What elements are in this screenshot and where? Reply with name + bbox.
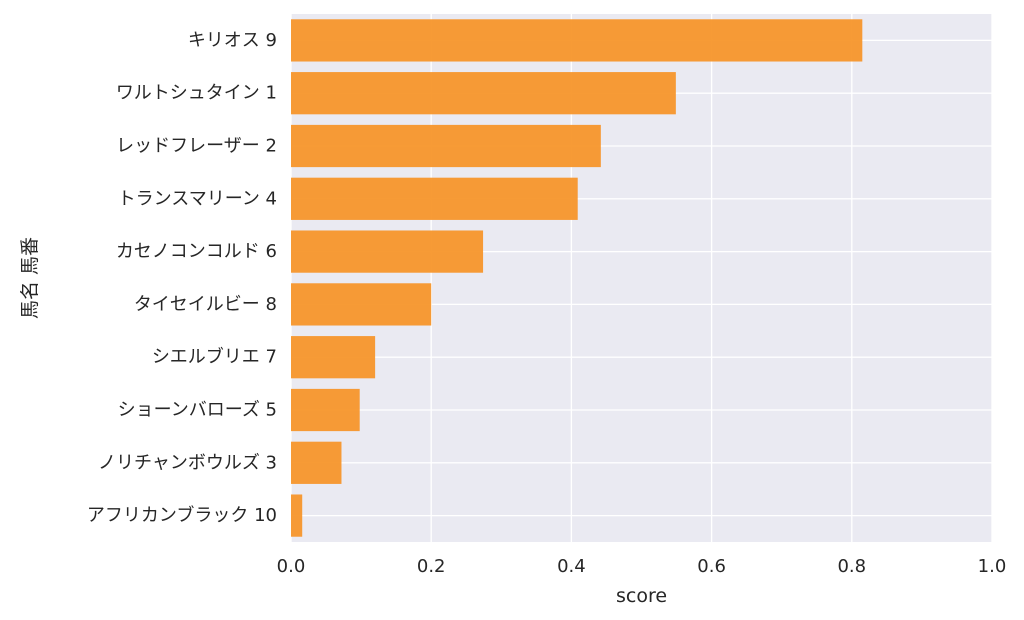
- x-tick-label: 0.6: [697, 556, 726, 577]
- bar: [291, 336, 376, 379]
- category-label: タイセイルビー 8: [134, 294, 277, 315]
- x-tick-label: 0.0: [277, 556, 306, 577]
- bar: [291, 283, 432, 326]
- category-label: ワルトシュタイン 1: [116, 83, 277, 104]
- bar: [291, 441, 342, 484]
- x-tick-label: 0.2: [417, 556, 446, 577]
- bar: [291, 19, 863, 62]
- category-label: アフリカンブラック 10: [87, 504, 277, 526]
- bar: [291, 177, 578, 220]
- y-tick-labels: キリオス 9 ワルトシュタイン 1 レッドフレーザー 2 トランスマリーン 4 カセノコ…: [87, 30, 277, 526]
- category-label: キリオス 9: [188, 30, 277, 51]
- category-label: カセノコンコルド 6: [116, 241, 277, 262]
- bar: [291, 124, 601, 168]
- category-label: ショーンバローズ 5: [118, 400, 277, 421]
- category-label: レッドフレーザー 2: [116, 136, 277, 157]
- x-tick-labels: 0.0 0.2 0.4 0.6 0.8 1.0: [277, 556, 1007, 577]
- y-axis-title: 馬名 馬番: [19, 237, 41, 319]
- x-tick-label: 1.0: [978, 556, 1007, 577]
- bar: [291, 388, 360, 432]
- x-axis-title: score: [616, 585, 667, 607]
- bar: [291, 230, 484, 273]
- bars: [291, 19, 863, 537]
- category-label: トランスマリーン 4: [118, 188, 277, 209]
- x-tick-label: 0.4: [557, 556, 586, 577]
- x-tick-label: 0.8: [837, 556, 866, 577]
- category-label: ノリチャンボウルズ 3: [98, 452, 277, 473]
- bar: [291, 494, 303, 537]
- bar: [291, 72, 676, 115]
- category-label: シエルブリエ 7: [152, 346, 277, 368]
